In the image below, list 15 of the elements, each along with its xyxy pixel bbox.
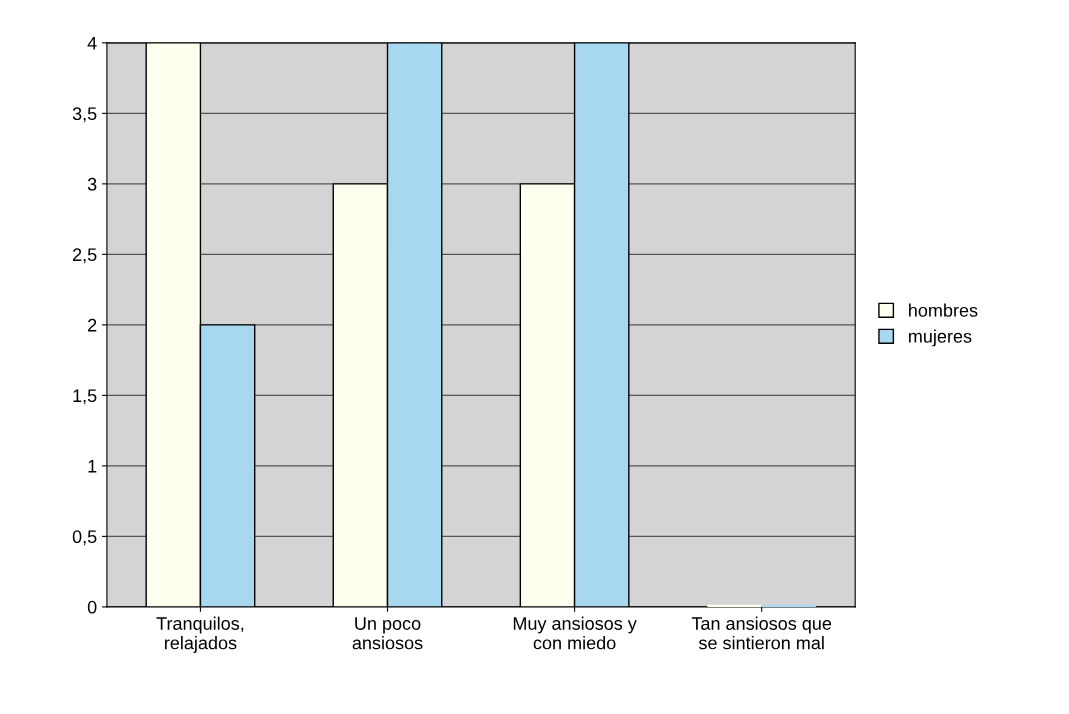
x-tick-label: Un poco ansiosos	[352, 617, 423, 650]
y-tick-label: 1	[88, 460, 97, 473]
y-tick-label: 2,5	[72, 248, 97, 264]
y-tick-label: 3,5	[72, 107, 97, 123]
legend-label: hombres	[909, 303, 978, 317]
x-tick-label: Muy ansiosos y con miedo	[513, 616, 637, 650]
y-tick-label: 4	[87, 36, 97, 50]
x-tick-label: Tan ansiosos que se sintieron mal	[691, 616, 832, 650]
y-tick-label: 3	[87, 177, 97, 191]
y-tick-label: 1,5	[73, 389, 97, 405]
legend-label: mujeres	[909, 329, 972, 347]
x-tick-label: Tranquilos, relajados	[156, 616, 244, 653]
y-tick-label: 2	[88, 318, 97, 332]
y-tick-label: 0,5	[72, 530, 97, 546]
y-tick-label: 0	[87, 600, 97, 614]
